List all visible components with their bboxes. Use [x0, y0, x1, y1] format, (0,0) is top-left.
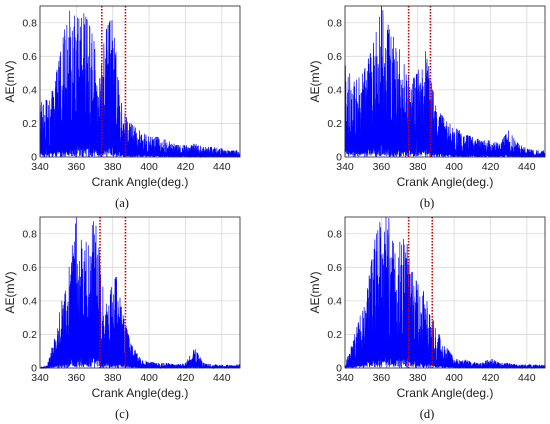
- panel-a-y-tick-label: 0.6: [22, 51, 37, 63]
- panel-b-x-tick-label: 360: [373, 161, 391, 173]
- panel-a-x-tick-label: 340: [31, 161, 49, 173]
- panel-c-x-tick-label: 380: [104, 372, 122, 384]
- panel-d-y-tick-label: 0: [336, 363, 342, 375]
- panel-a-x-tick-label: 400: [140, 161, 158, 173]
- panel-b-y-tick-label: 0: [336, 152, 342, 164]
- panel-c-x-tick-label: 340: [31, 372, 49, 384]
- panel-a-y-tick-label: 0.8: [22, 17, 37, 29]
- panel-d-caption-label: (d): [420, 407, 435, 421]
- panel-c-ae-signal-line: [40, 217, 241, 370]
- panel-c-x-axis-label: Crank Angle(deg.): [92, 386, 189, 400]
- panel-a-y-tick-label: 0.4: [22, 84, 37, 96]
- panel-c-x-tick-label: 440: [213, 372, 231, 384]
- panel-b-y-tick-label: 0.4: [327, 84, 342, 96]
- panel-d-x-tick-label: 380: [409, 372, 427, 384]
- panel-b-x-axis-label: Crank Angle(deg.): [397, 175, 494, 189]
- panel-b: 340 360 380 400 420 440 0 0.2 0.4 0.6 0.8 Crank Ang…: [308, 5, 546, 210]
- panel-c: 340 360 380 400 420 440 0 0.2 0.4 0.6 0.8 Crank Ang…: [3, 216, 241, 421]
- panel-b-x-tick-label: 400: [445, 161, 463, 173]
- panel-d-axes-frame: [344, 216, 546, 369]
- panel-b-x-tick-label: 380: [409, 161, 427, 173]
- panel-c-x-tick-label: 400: [140, 372, 158, 384]
- panel-d-x-axis-label: Crank Angle(deg.): [397, 386, 494, 400]
- panel-d-y-tick-label: 0.6: [327, 262, 342, 274]
- panel-c-y-axis-label: AE(mV): [3, 271, 17, 313]
- panel-a-caption-label: (a): [115, 196, 129, 210]
- panel-d-y-tick-label: 0.4: [327, 295, 342, 307]
- panel-c-axes-frame: [39, 216, 241, 369]
- panel-d-x-tick-label: 420: [482, 372, 500, 384]
- panel-b-y-tick-label: 0.8: [327, 17, 342, 29]
- panel-a-x-tick-label: 360: [68, 161, 86, 173]
- panel-b-x-tick-label: 420: [482, 161, 500, 173]
- panel-d-x-tick-label: 360: [373, 372, 391, 384]
- panel-a-ae-signal-line: [39, 10, 241, 158]
- panel-b-y-tick-label: 0.2: [327, 118, 342, 130]
- panel-c-y-tick-label: 0.8: [22, 228, 37, 240]
- panel-a-y-axis-label: AE(mV): [3, 60, 17, 102]
- panel-b-y-tick-label: 0.6: [327, 51, 342, 63]
- panel-b-x-tick-label: 440: [518, 161, 536, 173]
- panel-d: 340 360 380 400 420 440 0 0.2 0.4 0.6 0.8 Crank Ang…: [308, 216, 546, 421]
- panel-b-axes-frame: [344, 5, 546, 158]
- panel-d-ae-signal-line: [344, 216, 546, 370]
- panel-a-x-tick-label: 420: [177, 161, 195, 173]
- panel-a-x-tick-label: 440: [213, 161, 231, 173]
- panel-c-y-tick-label: 0: [31, 363, 37, 375]
- panel-c-caption-label: (c): [115, 407, 129, 421]
- panel-b-y-axis-label: AE(mV): [308, 60, 322, 102]
- panel-d-y-tick-label: 0.8: [327, 228, 342, 240]
- panel-a-y-tick-label: 0: [31, 152, 37, 164]
- panel-b-ae-signal-line: [344, 6, 546, 159]
- panel-d-x-tick-label: 400: [445, 372, 463, 384]
- panel-d-x-tick-label: 440: [518, 372, 536, 384]
- panel-d-y-axis-label: AE(mV): [308, 271, 322, 313]
- panel-a-x-tick-label: 380: [104, 161, 122, 173]
- panel-a-y-tick-label: 0.2: [22, 118, 37, 130]
- panel-c-y-tick-label: 0.2: [22, 329, 37, 341]
- panel-d-y-tick-label: 0.2: [327, 329, 342, 341]
- panel-b-x-tick-label: 340: [336, 161, 354, 173]
- panel-d-x-tick-label: 340: [336, 372, 354, 384]
- panel-a-axes-frame: [39, 5, 241, 158]
- panel-a-x-axis-label: Crank Angle(deg.): [92, 175, 189, 189]
- panel-c-x-tick-label: 360: [68, 372, 86, 384]
- panel-b-caption-label: (b): [420, 196, 435, 210]
- panel-c-y-tick-label: 0.6: [22, 262, 37, 274]
- panel-c-y-tick-label: 0.4: [22, 295, 37, 307]
- panel-a: 340 360 380 400 420 440 0 0.2 0.4 0.6 0.8 Crank Ang…: [3, 5, 241, 210]
- panel-c-x-tick-label: 420: [177, 372, 195, 384]
